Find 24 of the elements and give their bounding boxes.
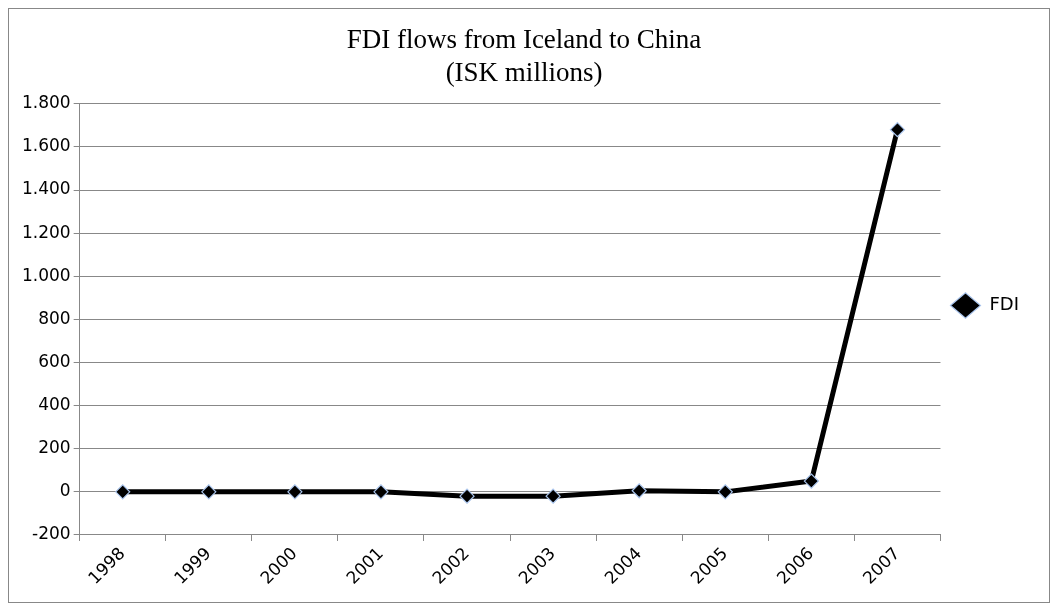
point bbox=[115, 484, 131, 500]
point bbox=[631, 483, 647, 499]
y-tick-label: 0 bbox=[59, 480, 71, 501]
point bbox=[717, 484, 733, 500]
point bbox=[373, 484, 389, 500]
point bbox=[201, 484, 217, 500]
y-tick-label: 600 bbox=[38, 350, 71, 371]
y-tick-label: 1.400 bbox=[22, 178, 71, 199]
y-tick-label: 1.600 bbox=[22, 135, 71, 156]
point bbox=[287, 484, 303, 500]
y-tick-label: 200 bbox=[38, 437, 71, 458]
y-tick-label: 400 bbox=[38, 394, 71, 415]
y-tick-label: 1.000 bbox=[22, 264, 71, 285]
y-tick-label: 800 bbox=[38, 307, 71, 328]
y-tick-label: -200 bbox=[32, 523, 71, 544]
point bbox=[803, 473, 819, 489]
text: (ISK millions) bbox=[445, 56, 603, 87]
point bbox=[889, 122, 906, 138]
y-tick-label: 1.800 bbox=[22, 92, 71, 113]
y-tick-label: 1.200 bbox=[22, 221, 71, 242]
point bbox=[545, 488, 561, 504]
text: FDI flows from Iceland to China bbox=[346, 24, 702, 55]
point bbox=[459, 488, 475, 504]
legend-label: FDI bbox=[989, 293, 1020, 315]
